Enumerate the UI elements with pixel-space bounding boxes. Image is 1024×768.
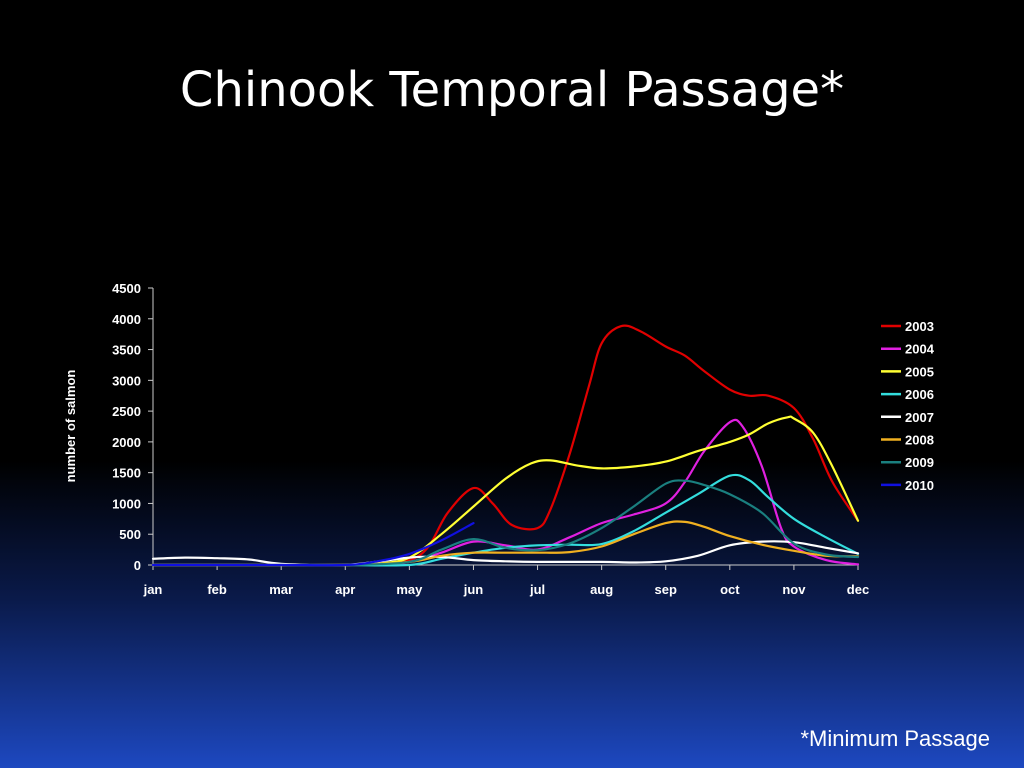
y-tick-label: 3000: [112, 373, 141, 388]
y-tick-label: 4000: [112, 312, 141, 327]
x-tick-label: jun: [463, 582, 484, 597]
x-tick-label: mar: [269, 582, 293, 597]
legend-label-2010: 2010: [905, 478, 934, 493]
legend-label-2008: 2008: [905, 433, 934, 448]
x-tick-label: jan: [143, 582, 163, 597]
legend: 2003 2004 2005 2006 2007 2008 2009 2010: [881, 319, 935, 493]
legend-label-2006: 2006: [905, 387, 934, 402]
x-tick-label: aug: [590, 582, 613, 597]
legend-label-2007: 2007: [905, 410, 934, 425]
x-tick-label: dec: [847, 582, 869, 597]
legend-label-2003: 2003: [905, 319, 934, 334]
x-tick-label: may: [396, 582, 423, 597]
x-tick-label: jul: [529, 582, 545, 597]
y-axis-label: number of salmon: [63, 370, 78, 483]
x-tick-label: oct: [720, 582, 740, 597]
axes: 0 500 1000 1500 2000 2500 3000 3500 4000 4500 jan f…: [112, 281, 869, 597]
slide-title: Chinook Temporal Passage*: [179, 62, 845, 118]
y-tick-label: 2500: [112, 404, 141, 419]
series-line-2010: [151, 522, 475, 567]
y-tick-label: 4500: [112, 281, 141, 296]
legend-label-2005: 2005: [905, 364, 934, 379]
y-tick-label: 3500: [112, 343, 141, 358]
y-tick-label: 2000: [112, 435, 141, 450]
series-line-2008: [151, 520, 860, 567]
y-tick-label: 0: [134, 558, 141, 573]
x-tick-label: nov: [782, 582, 806, 597]
y-tick-label: 1000: [112, 496, 141, 511]
footnote: *Minimum Passage: [800, 726, 990, 751]
series-lines: [151, 324, 860, 567]
y-tick-label: 500: [119, 527, 141, 542]
series-line-2007: [151, 540, 860, 567]
x-tick-label: sep: [655, 582, 677, 597]
legend-label-2009: 2009: [905, 455, 934, 470]
legend-label-2004: 2004: [905, 342, 935, 357]
x-tick-label: feb: [207, 582, 227, 597]
y-tick-label: 1500: [112, 466, 141, 481]
x-tick-label: apr: [335, 582, 355, 597]
